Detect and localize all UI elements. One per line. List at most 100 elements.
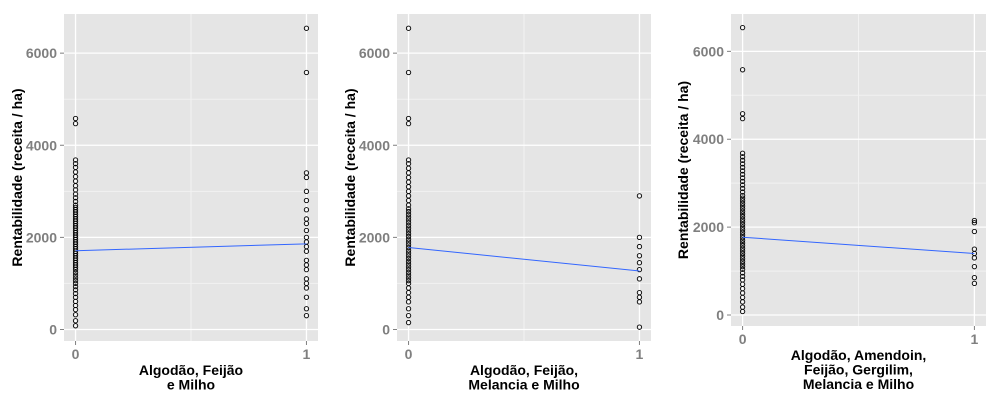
data-point	[405, 206, 412, 212]
data-point	[405, 313, 412, 319]
data-point	[405, 236, 412, 242]
data-point	[303, 276, 310, 282]
data-point	[739, 221, 746, 228]
data-point	[303, 207, 310, 213]
data-point	[971, 280, 978, 287]
data-point	[739, 273, 746, 279]
data-point	[739, 227, 746, 233]
data-point	[72, 120, 79, 127]
data-point	[739, 150, 746, 156]
data-point	[739, 67, 746, 73]
data-point	[405, 115, 412, 122]
x-axis-title-line: Algodão, Amendoin,	[791, 347, 927, 363]
data-point	[739, 154, 746, 160]
data-point	[72, 202, 79, 208]
data-point	[303, 294, 310, 300]
data-point	[739, 189, 746, 195]
data-point	[739, 24, 746, 31]
x-axis-title-line: e Milho	[167, 377, 215, 393]
data-point	[739, 182, 746, 188]
data-point	[636, 260, 643, 266]
data-point	[405, 228, 412, 234]
data-point	[72, 275, 79, 281]
data-point	[405, 306, 412, 312]
y-tick-label: 6000	[359, 45, 390, 61]
data-point	[405, 211, 412, 217]
data-point	[405, 261, 412, 267]
data-point	[405, 157, 412, 163]
y-tick-label: 4000	[26, 137, 57, 153]
data-point	[405, 253, 412, 259]
data-point	[739, 200, 746, 207]
data-point	[971, 246, 978, 252]
data-point	[739, 242, 746, 249]
data-point	[971, 217, 978, 224]
data-point	[72, 272, 79, 278]
data-point	[739, 216, 746, 222]
data-point	[303, 227, 310, 234]
data-point	[739, 277, 746, 283]
data-point	[739, 245, 746, 251]
data-point	[739, 178, 746, 185]
data-point	[739, 157, 746, 163]
data-point	[405, 269, 412, 276]
data-point	[636, 234, 643, 241]
data-point	[971, 228, 978, 235]
data-point	[636, 289, 643, 296]
regression-line	[408, 247, 640, 272]
y-tick-label: 0	[382, 321, 390, 337]
data-point	[405, 247, 412, 253]
data-point	[636, 193, 643, 199]
data-point	[405, 272, 412, 278]
data-point	[72, 312, 79, 318]
data-point	[303, 313, 310, 319]
data-point	[72, 269, 79, 276]
data-point	[739, 219, 746, 225]
data-point	[636, 253, 643, 259]
data-point	[739, 161, 746, 167]
data-point	[739, 264, 746, 270]
data-point	[739, 237, 746, 243]
x-tick-label: 0	[72, 346, 80, 362]
data-point	[72, 287, 79, 293]
data-point	[405, 250, 412, 256]
data-point	[303, 257, 310, 264]
y-axis-title: Rentabilidade (receita / ha)	[9, 88, 25, 266]
data-point	[72, 195, 79, 201]
data-point	[739, 253, 746, 259]
data-point	[405, 222, 412, 229]
data-point	[405, 278, 412, 284]
data-point	[739, 266, 746, 272]
x-tick-label: 0	[739, 331, 747, 347]
data-point	[405, 242, 412, 248]
data-point	[739, 213, 746, 220]
data-point	[739, 175, 746, 181]
y-tick-label: 0	[716, 307, 724, 323]
data-point	[405, 219, 412, 226]
data-point	[739, 258, 746, 265]
data-point	[971, 275, 978, 281]
data-point	[72, 290, 79, 297]
x-tick-label: 1	[303, 346, 311, 362]
data-point	[72, 161, 79, 167]
data-point	[739, 250, 746, 257]
data-point	[405, 258, 412, 264]
data-point	[72, 280, 79, 287]
y-tick-label: 4000	[693, 131, 724, 147]
y-tick-label: 2000	[359, 229, 390, 245]
data-point	[72, 198, 79, 205]
data-point	[303, 234, 310, 241]
data-point	[971, 264, 978, 270]
data-point	[739, 304, 746, 310]
x-axis-title-line: Melancia e Milho	[468, 377, 579, 393]
data-point	[739, 192, 746, 199]
data-point	[739, 164, 746, 171]
regression-line	[742, 236, 975, 254]
data-point	[405, 25, 412, 31]
y-axis-title: Rentabilidade (receita / ha)	[342, 88, 358, 266]
y-tick-label: 4000	[359, 137, 390, 153]
data-point	[739, 111, 746, 117]
data-point	[405, 214, 412, 220]
y-tick-label: 2000	[693, 219, 724, 235]
